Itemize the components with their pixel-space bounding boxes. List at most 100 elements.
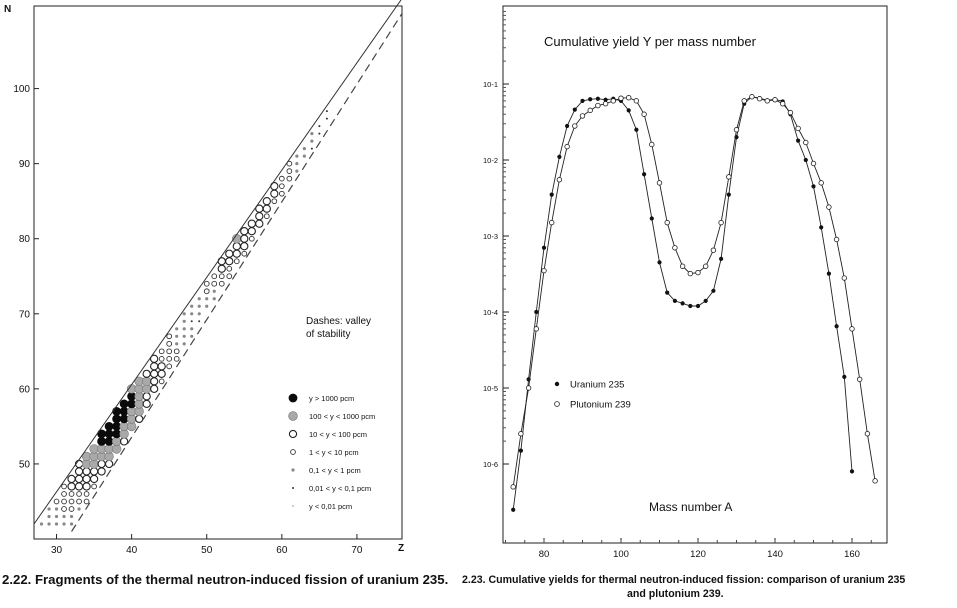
uranium-point [803, 157, 808, 163]
nuclide-mark [127, 391, 137, 401]
nuclide-mark [211, 273, 218, 280]
left-y-tick-label: 70 [19, 309, 31, 320]
nuclide-mark [39, 522, 44, 526]
uranium-point [842, 374, 847, 379]
right-y-tick-label: 10-4 [483, 308, 498, 317]
nuclide-mark [318, 132, 321, 135]
nuclide-mark [112, 429, 122, 439]
uranium-point [534, 309, 539, 315]
nuclide-mark [212, 289, 216, 293]
uranium-point [541, 245, 547, 250]
nuclide-mark [173, 348, 180, 355]
nuclide-mark [97, 467, 106, 476]
left-x-tick-label: 30 [51, 545, 63, 556]
plutonium-point [587, 107, 593, 114]
nuclide-mark [104, 459, 114, 469]
plutonium-point [672, 245, 678, 251]
left-x-tick-label: 40 [126, 545, 138, 556]
nuclide-mark [89, 474, 99, 484]
plutonium-point [826, 204, 832, 210]
nuclide-mark [112, 421, 122, 431]
nuclide-mark [97, 437, 106, 446]
right-y-tick-label: 10-3 [483, 232, 498, 241]
plutonium-point [518, 431, 524, 437]
left-y-tick-label: 50 [19, 459, 31, 470]
nuclide-mark [119, 437, 129, 446]
uranium-point [711, 288, 716, 293]
nuclide-mark [212, 297, 216, 301]
left-y-tick-label: 80 [19, 234, 31, 245]
right-series-group [510, 94, 878, 512]
uranium-point [819, 225, 824, 230]
plutonium-point [664, 219, 670, 226]
uranium-point [603, 97, 608, 102]
legend-label-series: Uranium 235 [570, 380, 624, 391]
plutonium-point [780, 101, 786, 107]
uranium-point [580, 98, 585, 103]
uranium-point [595, 96, 601, 101]
plutonium-point [872, 478, 878, 484]
nuclide-mark [104, 421, 114, 431]
nuclide-mark [62, 514, 66, 519]
nuclide-mark [157, 369, 166, 378]
nuclide-mark [325, 117, 328, 120]
plutonium-point [602, 101, 609, 107]
nuclide-mark [197, 312, 201, 316]
plutonium-point [787, 109, 794, 116]
plutonium-point [841, 275, 847, 281]
uranium-point [557, 154, 562, 159]
nuclide-mark [166, 333, 173, 340]
nuclide-mark [111, 436, 122, 447]
nuclide-chart: 30 40 50 60 70 50 60 70 80 90 100 N Z Dashes: vall… [2, 0, 448, 587]
uranium-point [565, 123, 570, 129]
nuclide-mark [310, 132, 314, 136]
plutonium-point [810, 160, 817, 167]
nuclide-mark [175, 342, 179, 346]
nuclide-mark [54, 514, 59, 519]
nuclide-mark [295, 169, 299, 173]
plutonium-point [626, 95, 632, 101]
left-y-tick-label: 90 [19, 159, 31, 170]
nuclide-mark [241, 250, 248, 257]
nuclide-mark [225, 249, 234, 258]
nuclide-mark [218, 273, 225, 280]
plutonium-point [803, 139, 809, 146]
left-y-tick-label: 60 [19, 384, 31, 395]
nuclide-mark [150, 369, 159, 378]
nuclide-mark [68, 498, 75, 505]
diagonal-ridge-line [33, 0, 402, 525]
nuclide-mark [286, 175, 293, 182]
plutonium-point [549, 219, 555, 226]
nuclide-mark [211, 280, 218, 287]
nuclide-mark [247, 227, 256, 236]
nuclide-mark [150, 362, 159, 371]
nuclide-mark [182, 312, 186, 316]
nuclide-mark [67, 474, 76, 484]
nuclide-mark [218, 280, 225, 287]
nuclide-mark [150, 384, 159, 394]
nuclide-mark [182, 342, 186, 346]
nuclide-mark [240, 234, 249, 243]
uranium-point [811, 184, 816, 189]
nuclide-mark [302, 147, 306, 151]
plutonium-point [579, 113, 586, 119]
nuclide-mark [278, 183, 285, 190]
nuclide-mark [175, 334, 179, 338]
nuclide-mark [226, 265, 233, 272]
left-chart-marks [39, 110, 328, 526]
nuclide-mark [54, 507, 59, 511]
legend-marker [288, 411, 298, 421]
right-y-tick-label: 10-6 [483, 460, 498, 469]
right-x-tick-label: 160 [844, 549, 860, 560]
legend-label: y < 0,01 pcm [309, 502, 352, 511]
nuclide-mark [61, 483, 67, 490]
nuclide-mark [278, 190, 285, 197]
uranium-point [549, 192, 554, 197]
legend-label-series: Plutonium 239 [570, 400, 631, 411]
nuclide-mark [47, 507, 51, 511]
uranium-point [680, 301, 685, 306]
right-caption-line2: and plutonium 239. [627, 588, 724, 600]
nuclide-mark [295, 154, 299, 158]
nuclide-mark [104, 429, 114, 439]
